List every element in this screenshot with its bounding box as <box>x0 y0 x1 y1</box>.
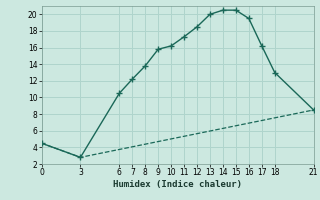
X-axis label: Humidex (Indice chaleur): Humidex (Indice chaleur) <box>113 180 242 189</box>
